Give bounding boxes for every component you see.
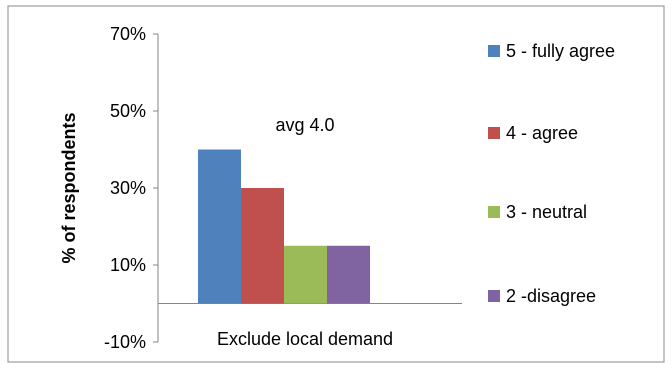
legend-swatch xyxy=(488,206,500,218)
y-tick-labels: -10% 10% 30% 50% 70% xyxy=(104,24,146,352)
legend-swatch xyxy=(488,290,500,302)
y-ticks xyxy=(153,33,158,343)
y-tick-label: 30% xyxy=(110,178,146,198)
legend-label: 4 - agree xyxy=(506,123,578,143)
bar-1 xyxy=(198,149,241,304)
legend-label: 5 - fully agree xyxy=(506,41,615,61)
legend-swatch xyxy=(488,45,500,57)
bar-3 xyxy=(284,245,327,304)
category-label: Exclude local demand xyxy=(217,329,393,349)
legend-label: 3 - neutral xyxy=(506,202,587,222)
y-axis-label: % of respondents xyxy=(59,112,79,263)
legend-swatch xyxy=(488,127,500,139)
y-tick-label: 70% xyxy=(110,24,146,44)
legend: 5 - fully agree 4 - agree 3 - neutral 2 -di… xyxy=(488,41,615,306)
legend-label: 2 -disagree xyxy=(506,286,596,306)
y-tick-label: 50% xyxy=(110,101,146,121)
y-tick-label: 10% xyxy=(110,255,146,275)
bars xyxy=(198,149,370,304)
bar-2 xyxy=(241,188,284,304)
avg-annotation: avg 4.0 xyxy=(275,115,334,135)
bar-4 xyxy=(327,245,370,304)
y-tick-label: -10% xyxy=(104,332,146,352)
